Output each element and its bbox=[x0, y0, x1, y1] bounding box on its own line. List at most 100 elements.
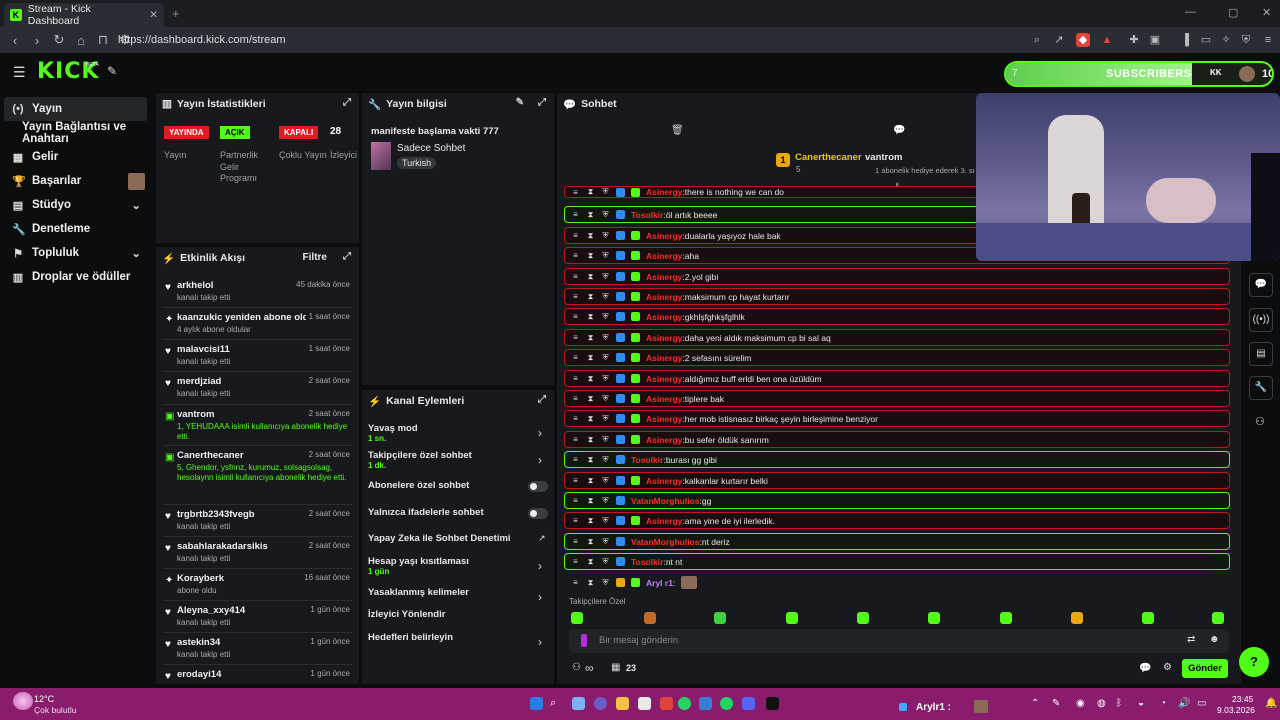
timeout-icon[interactable]: ⧗ bbox=[587, 434, 594, 444]
file-explorer-icon[interactable] bbox=[616, 697, 629, 710]
timeout-icon[interactable]: ⧗ bbox=[587, 413, 594, 423]
list-item[interactable]: ♥ trgbrtb2343fvegb kanalı takip etti 2 saat… bbox=[165, 509, 352, 532]
ban-icon[interactable]: ⛨ bbox=[602, 434, 609, 444]
subscribers-goal-bar[interactable]: 7 SUBSCRIBERS KK 10 bbox=[1004, 61, 1274, 87]
message-menu-icon[interactable]: ≡ bbox=[573, 414, 578, 423]
action-row[interactable]: Yalnızca ifadelerle sohbet bbox=[368, 507, 548, 529]
chat-username[interactable]: Asinergy bbox=[646, 515, 683, 526]
sidebar-item[interactable]: ▥ Droplar ve ödüller bbox=[4, 265, 147, 289]
chat-username[interactable]: Asinergy bbox=[646, 475, 683, 486]
ban-icon[interactable]: ⛨ bbox=[602, 577, 609, 587]
timeout-icon[interactable]: ⧗ bbox=[587, 454, 594, 464]
list-item[interactable]: ♥ sabahlarakadarsikis kanalı takip etti 2 s… bbox=[165, 541, 352, 564]
extensions-icon[interactable]: ✚ bbox=[1129, 34, 1139, 46]
ban-icon[interactable]: ⛨ bbox=[602, 250, 609, 260]
search-icon[interactable]: ⌕ bbox=[550, 697, 557, 709]
timeout-icon[interactable]: ⧗ bbox=[587, 475, 594, 485]
chat-username[interactable]: Asinergy bbox=[646, 250, 683, 261]
action-row[interactable]: Hedefleri belirleyin › bbox=[368, 632, 548, 654]
emote-icon[interactable] bbox=[714, 612, 726, 624]
list-item[interactable]: ▣ vantrom 1, YEHUDAAA isimli kullanıcıya a… bbox=[165, 409, 352, 441]
expand-icon[interactable]: ⤢ bbox=[538, 394, 546, 405]
screenshot-icon[interactable]: ▣ bbox=[1149, 34, 1161, 46]
ban-icon[interactable]: ⛨ bbox=[602, 209, 609, 219]
ban-icon[interactable]: ⛨ bbox=[602, 556, 609, 566]
trash-icon[interactable]: 🗑 bbox=[671, 125, 684, 136]
message-menu-icon[interactable]: ≡ bbox=[573, 435, 578, 444]
chat-message[interactable]: ≡ ⧗ ⛨ Asinergy: tiplere bak bbox=[564, 390, 1230, 407]
start-icon[interactable] bbox=[530, 697, 543, 710]
action-row[interactable]: Yavaş mod 1 sn. › bbox=[368, 423, 548, 445]
chat-username[interactable]: Asinergy bbox=[646, 271, 683, 282]
share-icon[interactable]: ↗ bbox=[1054, 34, 1064, 46]
chat-username[interactable]: Asinergy bbox=[646, 393, 683, 404]
tools-toggle-icon[interactable]: 🔧 bbox=[1249, 376, 1273, 400]
bluetooth-icon[interactable]: ᛒ bbox=[1116, 698, 1122, 709]
kick-logo[interactable]: KICK bbox=[37, 59, 100, 84]
chevron-right-icon[interactable]: › bbox=[538, 635, 542, 649]
message-menu-icon[interactable]: ≡ bbox=[573, 374, 578, 383]
users-icon[interactable]: ⚇ bbox=[572, 662, 581, 673]
chat-message[interactable]: ≡ ⧗ ⛨ Asinergy: bu sefer öldük sanırım bbox=[564, 431, 1230, 448]
ban-icon[interactable]: ⛨ bbox=[602, 230, 609, 240]
action-row[interactable]: Yapay Zeka ile Sohbet Denetimi ↗ bbox=[368, 533, 548, 555]
chat-message[interactable]: ≡ ⧗ ⛨ Asinergy: gkhlşfghkşfglhlk bbox=[564, 308, 1230, 325]
chevron-down-icon[interactable]: ⌄ bbox=[131, 248, 141, 260]
emote-icon[interactable] bbox=[644, 612, 656, 624]
discord-icon[interactable] bbox=[742, 697, 755, 710]
menu-icon[interactable]: ≡ bbox=[1264, 34, 1272, 46]
chevron-down-icon[interactable]: ⌄ bbox=[131, 200, 141, 212]
message-menu-icon[interactable]: ≡ bbox=[573, 578, 578, 587]
filter-button[interactable]: Filtre bbox=[302, 252, 327, 263]
leo-icon[interactable]: ✧ bbox=[1221, 34, 1231, 46]
message-menu-icon[interactable]: ≡ bbox=[573, 516, 578, 525]
ban-icon[interactable]: ⛨ bbox=[602, 413, 609, 423]
message-menu-icon[interactable]: ≡ bbox=[573, 537, 578, 546]
chat-message[interactable]: ≡ ⧗ ⛨ Asinergy: kalkanlar kurtarır belki bbox=[564, 472, 1230, 489]
broadcast-toggle-icon[interactable]: ((•)) bbox=[1249, 308, 1273, 332]
volume-icon[interactable]: 🔊 bbox=[1178, 698, 1191, 709]
network-icon[interactable]: ◒ bbox=[1138, 698, 1145, 709]
hamburger-icon[interactable]: ☰ bbox=[13, 64, 26, 80]
chat-panel-toggle-icon[interactable]: 💬 bbox=[1249, 273, 1273, 297]
chat-username[interactable]: Asinergy bbox=[646, 230, 683, 241]
expand-icon[interactable]: ⤢ bbox=[343, 251, 351, 262]
timeout-icon[interactable]: ⧗ bbox=[587, 230, 594, 240]
forward-icon[interactable]: › bbox=[34, 32, 40, 48]
obs-icon[interactable] bbox=[766, 697, 779, 710]
list-item[interactable]: ♥ merdjziad kanalı takip etti 2 saat önce bbox=[165, 376, 352, 399]
action-row[interactable]: İzleyici Yönlendir bbox=[368, 609, 548, 631]
timeout-icon[interactable]: ⧗ bbox=[587, 515, 594, 525]
chat-bubble-icon[interactable]: 💬 bbox=[1139, 663, 1152, 674]
zoom-icon[interactable]: ⌕ bbox=[1033, 34, 1041, 46]
pen-icon[interactable]: ✎ bbox=[1052, 698, 1061, 709]
weather-temp[interactable]: 12°C bbox=[34, 694, 55, 704]
list-item[interactable]: ✦ Korayberk abone oldu 16 saat önce bbox=[165, 573, 352, 596]
back-icon[interactable]: ‹ bbox=[12, 32, 18, 48]
list-item[interactable]: ♥ astekin34 kanalı takip etti 1 gün önce bbox=[165, 637, 352, 660]
timeout-icon[interactable]: ⧗ bbox=[587, 271, 594, 281]
message-menu-icon[interactable]: ≡ bbox=[573, 272, 578, 281]
browser-tab[interactable]: K Stream - Kick Dashboard ✕ bbox=[4, 3, 164, 27]
pin-icon[interactable]: ✎ bbox=[107, 64, 118, 78]
emote-icon[interactable] bbox=[1212, 612, 1224, 624]
emote-icon[interactable] bbox=[928, 612, 940, 624]
timeout-icon[interactable]: ⧗ bbox=[587, 187, 594, 196]
message-menu-icon[interactable]: ≡ bbox=[573, 187, 578, 197]
timeout-icon[interactable]: ⧗ bbox=[587, 373, 594, 383]
ban-icon[interactable]: ⛨ bbox=[602, 393, 609, 403]
chat-bubble-icon[interactable]: 💬 bbox=[893, 125, 906, 136]
translate-icon[interactable]: ⇄ bbox=[1187, 634, 1196, 645]
battery-icon[interactable]: ▭ bbox=[1197, 698, 1207, 709]
whatsapp-icon[interactable] bbox=[678, 697, 691, 710]
chat-input[interactable]: Bir mesaj gönderin ⇄ ☻ bbox=[569, 629, 1229, 653]
chat-message[interactable]: ≡ ⧗ ⛨ Asinergy: aldığımız buff erldi ben on… bbox=[564, 370, 1230, 387]
emote-icon[interactable] bbox=[857, 612, 869, 624]
users-icon[interactable]: ⚇ bbox=[1255, 416, 1265, 428]
edit-icon[interactable]: ✎ bbox=[515, 97, 524, 108]
mic-icon[interactable] bbox=[581, 634, 587, 647]
chat-message[interactable]: ≡ ⧗ ⛨ Aryl r1: bbox=[564, 574, 1230, 591]
tab-close-icon[interactable]: ✕ bbox=[149, 9, 158, 21]
chat-username[interactable]: VatanMorghulios bbox=[631, 495, 700, 506]
sidebar-item[interactable]: 🏆 Başarılar bbox=[4, 169, 147, 193]
